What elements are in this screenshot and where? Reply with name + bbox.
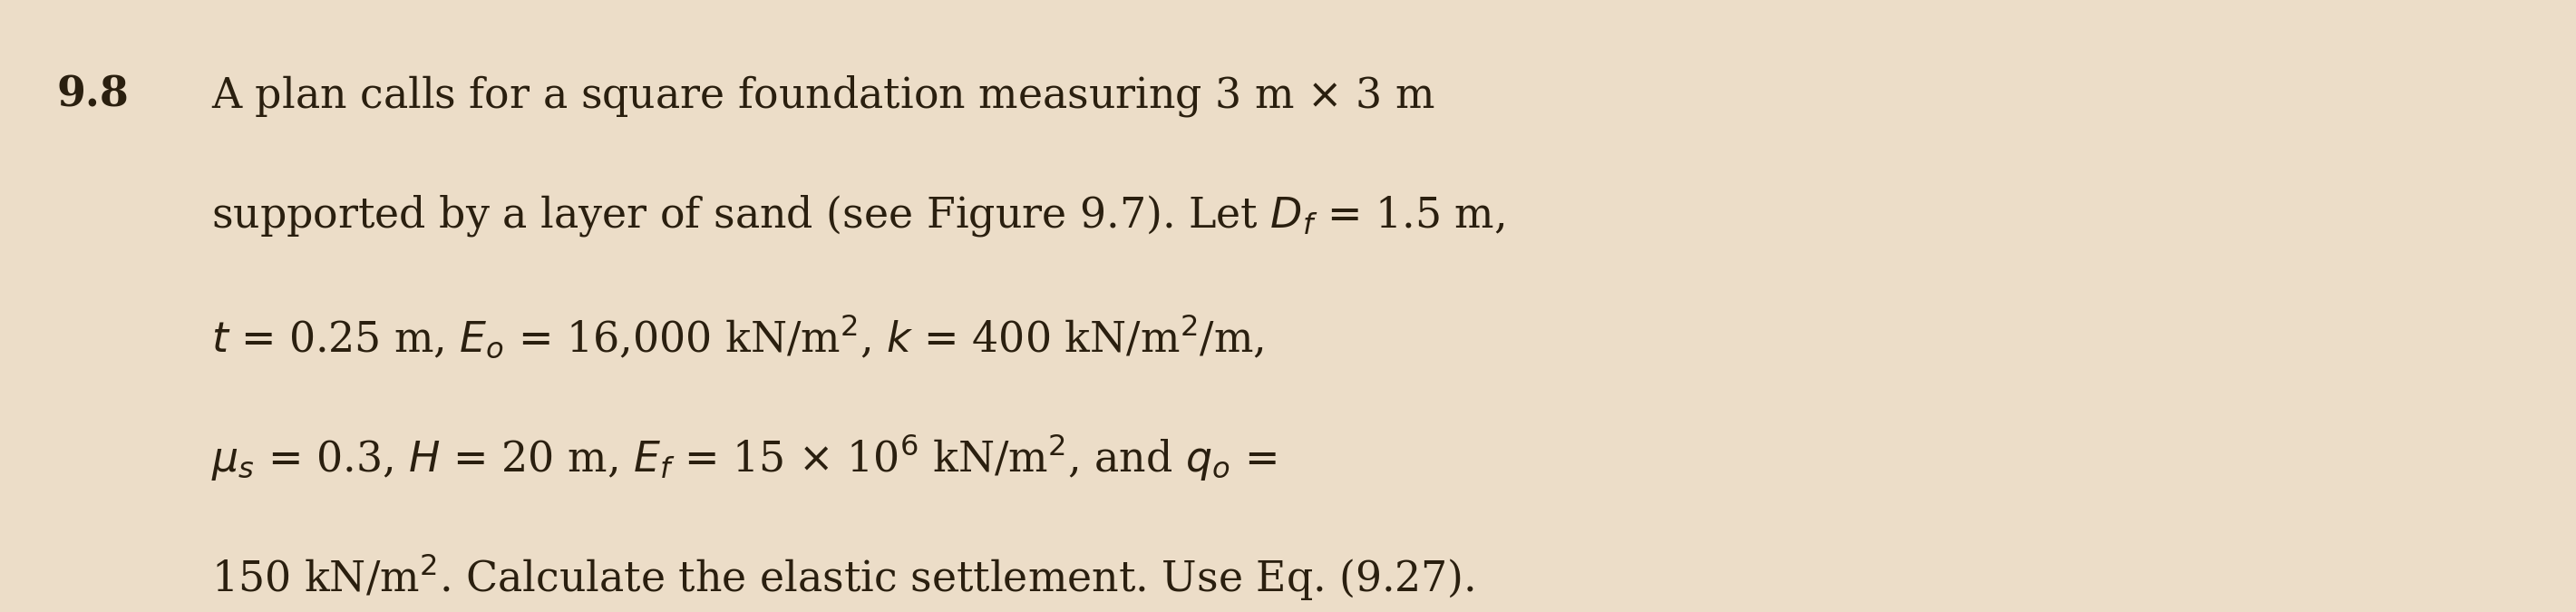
Text: $\mu_s$ = 0.3, $H$ = 20 m, $E_f$ = 15 $\times$ 10$^6$ kN/m$^2$, and $q_o$ =: $\mu_s$ = 0.3, $H$ = 20 m, $E_f$ = 15 $\…: [211, 431, 1275, 482]
Text: 9.8: 9.8: [57, 73, 129, 115]
Text: A plan calls for a square foundation measuring 3 m $\times$ 3 m: A plan calls for a square foundation mea…: [211, 73, 1435, 119]
Text: 150 kN/m$^2$. Calculate the elastic settlement. Use Eq. (9.27).: 150 kN/m$^2$. Calculate the elastic sett…: [211, 551, 1473, 602]
Text: $t$ = 0.25 m, $E_o$ = 16,000 kN/m$^2$, $k$ = 400 kN/m$^2$/m,: $t$ = 0.25 m, $E_o$ = 16,000 kN/m$^2$, $…: [211, 312, 1265, 360]
Text: supported by a layer of sand (see Figure 9.7). Let $D_f$ = 1.5 m,: supported by a layer of sand (see Figure…: [211, 193, 1504, 238]
